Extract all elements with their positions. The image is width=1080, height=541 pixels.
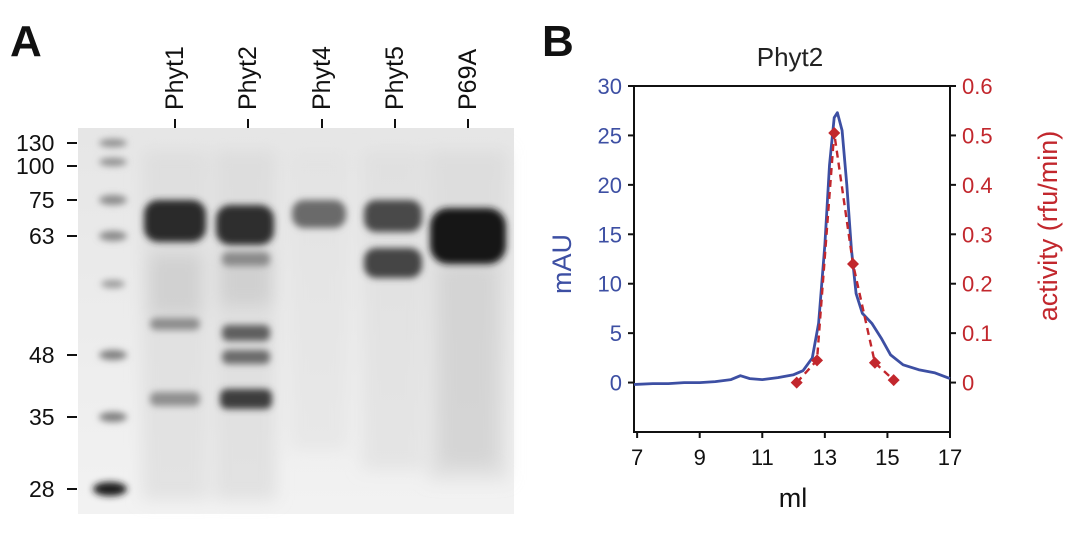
y-axis-label-left: mAU [547, 234, 577, 294]
lane-label: P69A [454, 49, 482, 110]
mw-marker-48: 48 [29, 342, 77, 368]
activity-point [847, 257, 860, 270]
x-axis: 7 9 11 13 15 17 [631, 432, 962, 470]
left-axis: 0 5 10 15 20 25 30 [598, 74, 634, 396]
y-tick-label: 0 [610, 371, 622, 396]
y2-tick-label: 0.1 [962, 321, 993, 346]
y-tick-label: 5 [610, 321, 622, 346]
x-tick-label: 11 [751, 445, 774, 470]
activity-point [868, 356, 881, 369]
activity-point [811, 354, 824, 367]
y2-tick-label: 0.2 [962, 272, 993, 297]
right-axis: 0 0.1 0.2 0.3 0.4 0.5 0.6 [950, 74, 993, 396]
mw-label: 35 [29, 404, 55, 430]
panel-a: A [10, 17, 514, 514]
y-tick-label: 20 [598, 173, 622, 198]
activity-point [790, 376, 803, 389]
x-tick-label: 17 [938, 445, 962, 470]
x-tick-label: 7 [631, 445, 643, 470]
gel-bands [144, 200, 506, 409]
lane-label: Phyt1 [161, 46, 189, 110]
panel-b: B Phyt2 0 5 10 15 20 25 30 0 0.1 0.2 0.3 0.4 0.5 0.6… [542, 17, 1063, 513]
mw-marker-100: 100 [16, 153, 77, 179]
y-tick-label: 30 [598, 74, 622, 99]
lane-label: Phyt5 [381, 46, 409, 110]
gel-image [78, 128, 514, 514]
y2-tick-label: 0.6 [962, 74, 993, 99]
x-tick-label: 13 [813, 445, 837, 470]
y2-tick-label: 0.4 [962, 173, 993, 198]
chart-title: Phyt2 [757, 42, 824, 72]
series-layer [633, 111, 951, 389]
mw-label: 100 [16, 153, 54, 179]
lane-label: Phyt4 [308, 46, 336, 110]
panel-b-letter: B [542, 17, 574, 66]
lane-phyt1: Phyt1 [161, 46, 189, 128]
mw-label: 28 [29, 476, 55, 502]
activity-point [828, 126, 841, 139]
mw-marker-75: 75 [29, 187, 77, 213]
plot-frame [633, 85, 951, 433]
lane-p69a: P69A [454, 49, 482, 128]
panel-a-letter: A [10, 17, 42, 66]
x-axis-label: ml [779, 483, 808, 513]
mw-markers: 130 100 75 63 48 35 [16, 130, 77, 502]
mw-marker-28: 28 [29, 476, 77, 502]
lane-labels: Phyt1 Phyt2 Phyt4 Phyt5 P69A [161, 46, 482, 128]
x-tick-label: 15 [875, 445, 899, 470]
mw-marker-35: 35 [29, 404, 77, 430]
y-axis-label-right: activity (rfu/min) [1033, 131, 1063, 322]
series-line-activity [795, 132, 895, 384]
y2-tick-label: 0 [962, 371, 974, 396]
lane-label: Phyt2 [234, 46, 262, 110]
mw-label: 75 [29, 187, 55, 213]
mw-label: 48 [29, 342, 55, 368]
y-tick-label: 10 [598, 272, 622, 297]
series-line-mAU [633, 111, 951, 386]
chart-area: 0 5 10 15 20 25 30 0 0.1 0.2 0.3 0.4 0.5 0.6 7 9 11 13 1… [598, 74, 993, 470]
y2-tick-label: 0.5 [962, 123, 993, 148]
lane-phyt4: Phyt4 [308, 46, 336, 128]
y2-tick-label: 0.3 [962, 222, 993, 247]
gel-ladder [93, 139, 127, 496]
activity-point [887, 374, 900, 387]
y-tick-label: 25 [598, 123, 622, 148]
y-tick-label: 15 [598, 222, 622, 247]
x-tick-label: 9 [694, 445, 706, 470]
mw-label: 130 [16, 130, 54, 156]
mw-marker-130: 130 [16, 130, 77, 156]
mw-marker-63: 63 [29, 223, 77, 249]
lane-phyt5: Phyt5 [381, 46, 409, 128]
mw-label: 63 [29, 223, 55, 249]
lane-phyt2: Phyt2 [234, 46, 262, 128]
